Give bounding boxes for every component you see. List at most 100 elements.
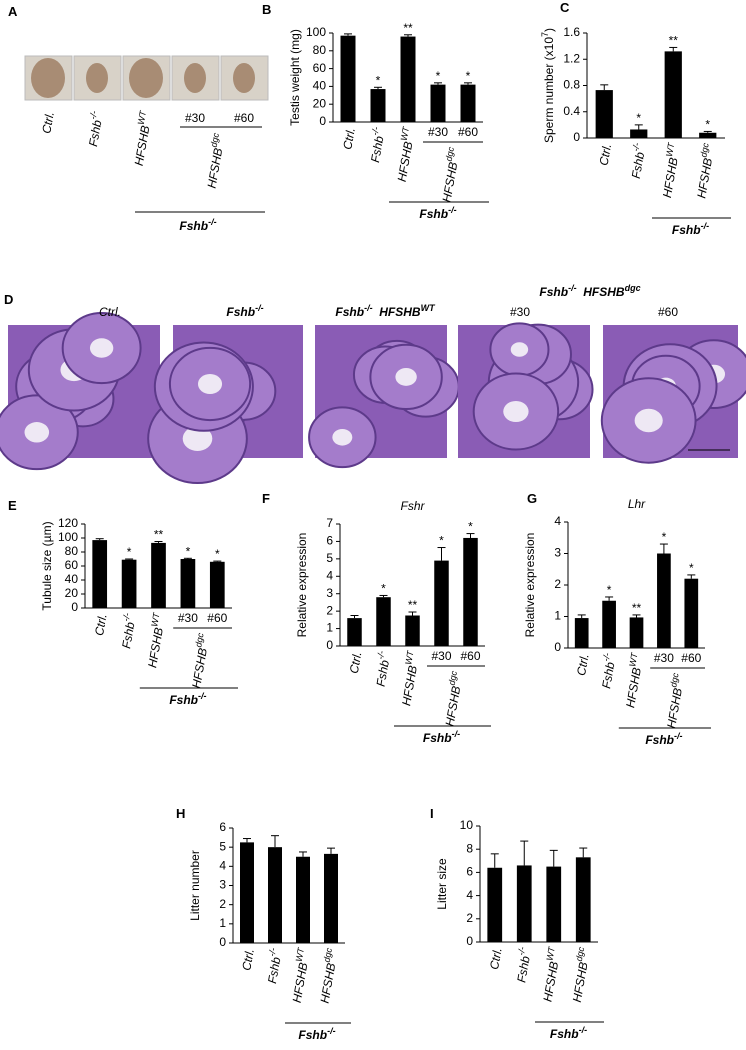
significance: * [215, 547, 220, 561]
x-tick-label: HFSHBdgc [315, 947, 341, 1005]
y-tick-label: 80 [313, 43, 327, 57]
significance: ** [408, 598, 418, 612]
label-text: #60 [234, 111, 254, 125]
bar [430, 84, 446, 122]
subgroup-label: HFSHBdgc [437, 146, 463, 204]
x-tick-label: Fshb-/- [512, 946, 535, 984]
label-sup: dgc [322, 947, 334, 964]
testis [129, 58, 163, 98]
x-tick-label: HFSHBdgc [567, 946, 593, 1004]
panel-letter: H [176, 806, 185, 821]
bar [684, 578, 699, 648]
significance: * [636, 111, 641, 125]
label-text: HFSHB [373, 305, 421, 319]
x-tick-label: Fshb-/- [597, 652, 620, 690]
bar [400, 36, 416, 123]
label-text: HFSHB [399, 664, 420, 706]
bar [370, 89, 386, 122]
lumen [182, 426, 213, 451]
bar [630, 129, 648, 138]
label-sup: dgc [699, 142, 711, 159]
y-axis-label: Relative expression [295, 533, 309, 638]
subgroup-label: HFSHBdgc [187, 632, 213, 690]
significance: * [186, 544, 191, 558]
panel-letter: E [8, 498, 17, 513]
label-text: Fshb [419, 207, 448, 221]
significance: ** [632, 601, 642, 615]
y-axis-label: Tubule size (µm) [40, 521, 54, 610]
y-tick-label: 100 [306, 25, 326, 39]
x-tick-label: HFSHBWT [397, 649, 423, 707]
significance: * [439, 534, 444, 548]
x-tick-label: Ctrl. [239, 948, 257, 972]
y-axis-label: Testis weight (mg) [288, 29, 302, 126]
group-label: Fshb-/- [169, 691, 206, 707]
label-text: #30 [185, 111, 205, 125]
label-text: #30 [510, 305, 530, 319]
x-tick-label: HFSHBWT [392, 125, 418, 183]
label-text: #60 [681, 651, 701, 665]
y-tick-label: 20 [313, 96, 327, 110]
x-tick-label: #30 [654, 651, 674, 665]
x-tick-label: #60 [681, 651, 701, 665]
bar [405, 615, 420, 646]
label-sup: dgc [574, 946, 586, 963]
label-text: Testis weight (mg) [288, 29, 302, 126]
testis [86, 63, 108, 93]
label-text: Fshb [368, 135, 386, 164]
label-text: HFSHB [205, 147, 226, 189]
label-text: Fshb [226, 305, 255, 319]
bar [240, 842, 254, 943]
label-text: Ctrl. [92, 613, 110, 637]
column-header: Fshb-/- [226, 303, 263, 319]
label-text: Ctrl. [340, 127, 358, 151]
label-text: HFSHB [664, 687, 685, 729]
y-tick-label: 60 [313, 61, 327, 75]
significance: * [705, 117, 710, 131]
significance: * [466, 69, 471, 83]
label-text: HFSHB [660, 156, 681, 198]
bar [699, 132, 717, 138]
lumen [503, 400, 529, 423]
label-sup: -/- [452, 729, 461, 739]
lumen [332, 428, 353, 446]
y-tick-label: 3 [219, 878, 226, 892]
bar [460, 84, 476, 122]
y-axis-label: Relative expression [523, 533, 537, 638]
x-tick-label: HFSHBWT [621, 651, 647, 709]
y-tick-label: 4 [554, 514, 561, 528]
lumen [89, 338, 114, 358]
bar [516, 865, 532, 942]
y-axis-label: Litter number [188, 850, 202, 921]
chart-title: Lhr [628, 497, 646, 511]
label-sup: dgc [209, 132, 221, 149]
y-tick-label: 8 [466, 841, 473, 855]
y-tick-label: 1 [219, 916, 226, 930]
y-tick-label: 0.4 [563, 104, 580, 118]
label-sup: -/- [255, 303, 264, 313]
label-sup: -/- [448, 205, 457, 215]
y-tick-label: 7 [326, 516, 333, 530]
lane-label: HFSHBWT [129, 109, 155, 167]
lumen [197, 373, 223, 395]
y-tick-label: 0 [219, 935, 226, 949]
bar [575, 857, 591, 942]
bar [121, 559, 137, 608]
label-sup: -/- [674, 731, 683, 741]
label-text: Fshb [645, 733, 674, 747]
lumen [24, 422, 50, 443]
x-tick-label: Fshb-/- [365, 126, 388, 164]
label-text: Ctrl. [99, 305, 121, 319]
label-sup: -/- [267, 947, 278, 957]
y-tick-label: 5 [326, 551, 333, 565]
y-tick-label: 1 [326, 621, 333, 635]
label-sup: WT [664, 141, 677, 158]
y-tick-label: 4 [326, 568, 333, 582]
x-tick-label: Ctrl. [92, 613, 110, 637]
label-text: Litter number [188, 850, 202, 921]
y-tick-label: 3 [326, 586, 333, 600]
label-text: HFSHB [443, 685, 464, 727]
x-tick-label: #60 [207, 611, 227, 625]
x-tick-label: #60 [460, 649, 480, 663]
label-text: Ctrl. [347, 651, 365, 675]
